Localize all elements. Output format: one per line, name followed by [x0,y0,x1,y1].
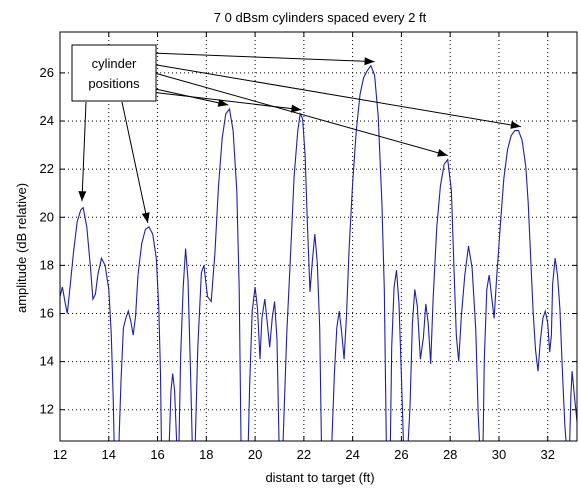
y-tick-label: 14 [40,354,54,369]
x-tick-label: 14 [102,447,116,462]
x-tick-label: 28 [443,447,457,462]
annotation-arrowhead [291,104,302,113]
x-tick-label: 26 [394,447,408,462]
y-tick-label: 24 [40,113,54,128]
annotation-arrow [121,101,149,223]
x-tick-label: 12 [53,447,67,462]
x-tick-label: 20 [248,447,262,462]
y-tick-label: 26 [40,65,54,80]
annotation-arrowhead [78,191,87,202]
plot-frame [59,31,578,442]
annotation-arrow [150,63,521,128]
x-tick-label: 30 [492,447,506,462]
annotation-arrowhead [364,57,375,66]
annotation-text-line-2: positions [88,76,140,91]
x-tick-label: 24 [345,447,359,462]
annotation-arrow [150,91,302,111]
y-tick-label: 20 [40,209,54,224]
x-tick-label: 32 [541,447,555,462]
annotation-arrow [150,52,375,63]
y-tick-label: 16 [40,305,54,320]
annotation-text-line-1: cylinder [92,56,137,71]
annotation-arrowhead [141,212,150,223]
annotation-arrowhead [510,121,521,129]
x-tick-label: 22 [297,447,311,462]
series-line [60,64,577,441]
annotation-arrowhead [217,98,229,107]
annotation-arrows [78,52,521,223]
chart-title: 7 0 dBsm cylinders spaced every 2 ft [214,10,427,25]
x-axis-label: distant to target (ft) [265,470,374,485]
y-axis-label: amplitude (dB relative) [14,183,29,313]
annotation-arrow [150,71,448,156]
annotation-arrowhead [437,148,448,157]
y-tick-label: 22 [40,161,54,176]
y-tick-label: 12 [40,402,54,417]
annotation-box-frame [71,44,157,102]
axis-ticks: 12 14 16 18 20 22 24 26 28 30 32 12 14 16 18 20 22 24 26 [40,32,577,462]
x-tick-label: 16 [150,447,164,462]
annotation-box: cylinder positions [71,44,157,102]
x-tick-label: 18 [199,447,213,462]
y-tick-label: 18 [40,257,54,272]
annotation-arrow [81,101,87,202]
